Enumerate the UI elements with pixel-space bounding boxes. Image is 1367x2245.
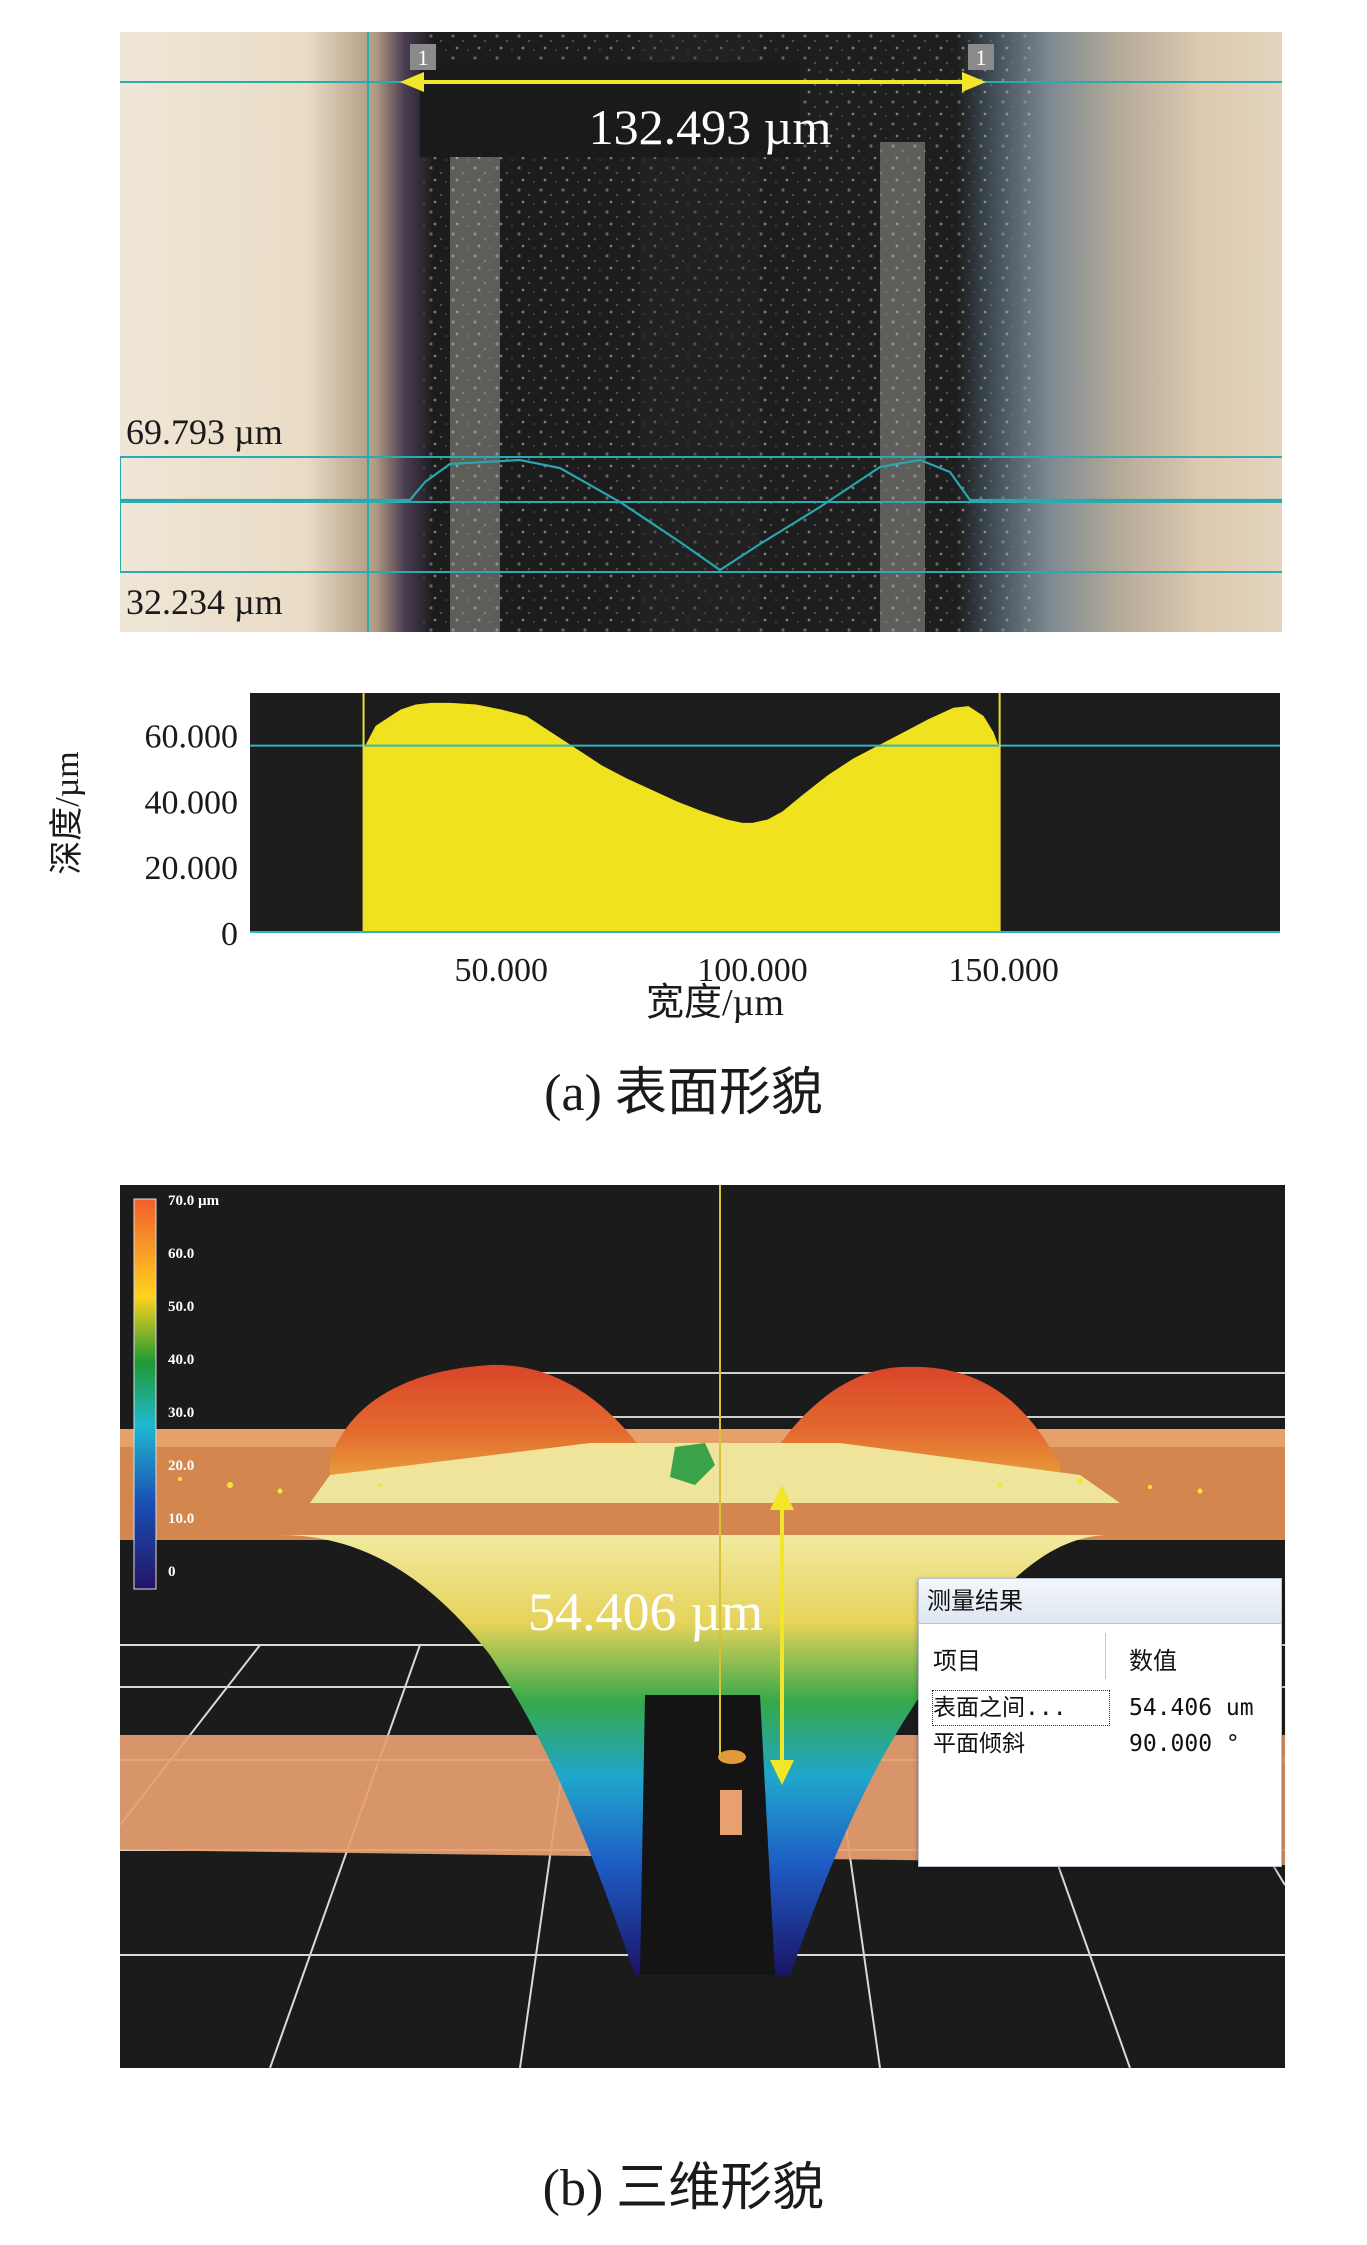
colorbar-label: 0 [168, 1564, 176, 1580]
cursor-marker-left: 1 [418, 45, 429, 70]
colorbar-label: 50.0 [168, 1299, 194, 1315]
y-tick-label: 0 [221, 916, 238, 953]
colorbar-label: 40.0 [168, 1352, 194, 1368]
x-tick-label: 150.000 [948, 952, 1059, 989]
y-tick-label: 20.000 [145, 850, 239, 887]
result-row-value: 90.000 ° [1129, 1731, 1240, 1757]
height-measure-label: 54.406 µm [528, 1582, 763, 1642]
microscope-image: 1 1 132.493 µm 69.793 µm 32.234 µm [120, 32, 1282, 632]
surface-specks [178, 1477, 1203, 1494]
measurement-dialog: 测量结果 项目 数值 表面之间... 54.406 um 平面倾斜 90.000… [918, 1578, 1282, 1867]
colorbar [133, 1198, 157, 1590]
y-tick-label: 60.000 [145, 719, 239, 756]
x-axis-label: 宽度/µm [646, 982, 784, 1024]
x-tick-label: 50.000 [454, 952, 548, 989]
colorbar-label: 70.0 µm [168, 1193, 220, 1209]
colorbar-label: 60.0 [168, 1246, 194, 1262]
column-item[interactable]: 项目 [933, 1647, 981, 1675]
width-measure-label: 132.493 µm [589, 99, 832, 155]
result-row[interactable]: 表面之间... 54.406 um [932, 1690, 1273, 1726]
y-tick-label: 40.000 [145, 784, 239, 821]
colorbar-label: 30.0 [168, 1405, 194, 1421]
profile-chart: 深度/µm 宽度/µm 0 20.000 40.000 60.000 50.000 100… [48, 693, 1280, 1024]
lower-level-label: 32.234 µm [126, 582, 283, 622]
column-value[interactable]: 数值 [1129, 1647, 1177, 1675]
x-tick-label: 100.000 [697, 952, 808, 989]
y-axis-label: 深度/µm [48, 751, 86, 874]
3d-view: 54.406 µm 70.0 µm 60.0 50.0 40.0 30.0 20.0 10.… [120, 1185, 1285, 2068]
column-separator [1105, 1633, 1106, 1679]
upper-level-label: 69.793 µm [126, 412, 283, 452]
result-row-value: 54.406 um [1129, 1695, 1254, 1721]
3d-view-panel: 54.406 µm 70.0 µm 60.0 50.0 40.0 30.0 20.0 10.… [120, 1185, 1285, 2068]
result-row[interactable]: 平面倾斜 90.000 ° [933, 1727, 1273, 1761]
profile-area [363, 702, 1000, 933]
result-row-name: 表面之间... [932, 1690, 1110, 1726]
caption-a: (a) 表面形貌 [544, 1065, 823, 1122]
colorbar-label: 20.0 [168, 1458, 194, 1474]
caption-b: (b) 三维形貌 [542, 2160, 825, 2217]
colorbar-label: 10.0 [168, 1511, 194, 1527]
dialog-title: 测量结果 [919, 1579, 1281, 1624]
result-row-name: 平面倾斜 [933, 1731, 1025, 1757]
dialog-header-row: 项目 数值 [933, 1637, 1271, 1677]
cursor-marker-right: 1 [976, 45, 987, 70]
